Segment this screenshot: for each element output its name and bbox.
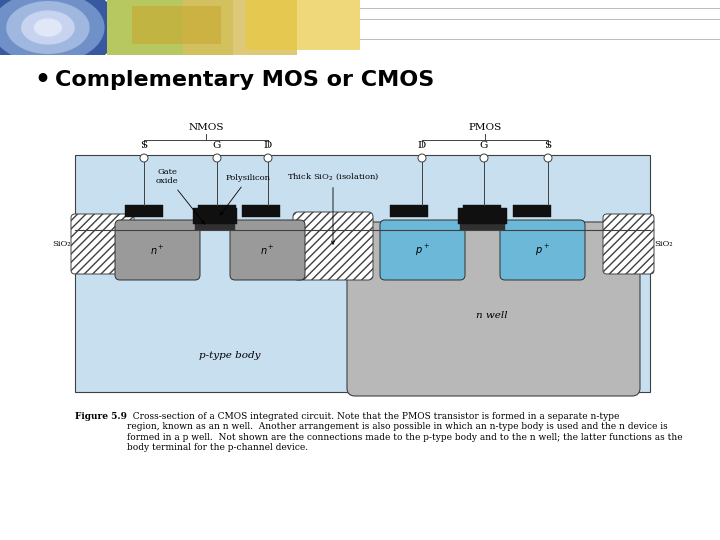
Text: •: • — [34, 68, 50, 92]
Text: $p^+$: $p^+$ — [535, 242, 550, 258]
Text: Cross-section of a CMOS integrated circuit. Note that the PMOS transistor is for: Cross-section of a CMOS integrated circu… — [127, 412, 683, 452]
Bar — [183, 0, 297, 55]
Text: Figure 5.9: Figure 5.9 — [75, 412, 127, 421]
Text: n well: n well — [476, 310, 508, 320]
Text: S: S — [140, 141, 148, 150]
Bar — [198, 205, 236, 217]
Text: Polysilicon: Polysilicon — [220, 174, 271, 215]
Text: p-type body: p-type body — [199, 350, 261, 360]
Polygon shape — [7, 2, 89, 53]
Text: S: S — [544, 141, 552, 150]
Polygon shape — [0, 0, 119, 72]
Circle shape — [480, 154, 488, 162]
FancyBboxPatch shape — [115, 220, 200, 280]
Circle shape — [213, 154, 221, 162]
Circle shape — [140, 154, 148, 162]
Circle shape — [264, 154, 272, 162]
Text: SiO₂: SiO₂ — [53, 240, 71, 248]
Bar — [460, 224, 505, 230]
FancyBboxPatch shape — [500, 220, 585, 280]
Polygon shape — [22, 11, 74, 44]
Text: D: D — [418, 141, 426, 150]
Bar — [513, 205, 551, 217]
Bar — [193, 208, 237, 224]
Text: D: D — [264, 141, 272, 150]
Text: $n^+$: $n^+$ — [150, 244, 165, 256]
FancyBboxPatch shape — [75, 155, 650, 392]
FancyBboxPatch shape — [347, 222, 640, 396]
Bar — [246, 0, 373, 50]
Polygon shape — [35, 19, 61, 36]
Text: $p^+$: $p^+$ — [415, 242, 430, 258]
Text: $n^+$: $n^+$ — [260, 244, 275, 256]
Text: PMOS: PMOS — [469, 123, 502, 132]
Bar — [132, 5, 220, 44]
Text: Complementary MOS or CMOS: Complementary MOS or CMOS — [55, 70, 434, 90]
Text: Gate
oxide: Gate oxide — [156, 168, 204, 224]
Text: G: G — [213, 141, 221, 150]
Polygon shape — [0, 0, 104, 63]
FancyBboxPatch shape — [380, 220, 465, 280]
Text: G: G — [480, 141, 488, 150]
FancyBboxPatch shape — [71, 214, 134, 274]
Bar — [242, 205, 280, 217]
Circle shape — [544, 154, 552, 162]
Text: NMOS: NMOS — [188, 123, 224, 132]
FancyBboxPatch shape — [230, 220, 305, 280]
Bar — [107, 0, 233, 55]
Bar — [125, 205, 163, 217]
Text: Thick SiO$_2$ (isolation): Thick SiO$_2$ (isolation) — [287, 171, 379, 244]
FancyBboxPatch shape — [603, 214, 654, 274]
Bar — [195, 224, 235, 230]
Bar — [390, 205, 428, 217]
Bar — [463, 205, 501, 217]
FancyBboxPatch shape — [293, 212, 373, 280]
Circle shape — [418, 154, 426, 162]
Bar — [458, 208, 507, 224]
Text: SiO₂: SiO₂ — [654, 240, 672, 248]
